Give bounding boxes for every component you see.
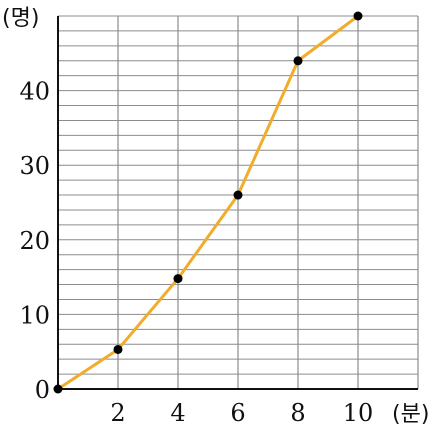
x-axis-unit-label: (분) — [392, 402, 429, 427]
y-axis-unit-label: (명) — [2, 6, 39, 31]
x-tick-label: 4 — [170, 399, 185, 427]
x-tick-label: 8 — [290, 399, 305, 427]
data-point — [113, 344, 123, 354]
x-tick-labels: 2 4 6 8 10 — [110, 399, 373, 427]
y-tick-labels: 0 10 20 30 40 — [19, 78, 50, 404]
data-point — [173, 274, 183, 284]
data-point — [293, 56, 303, 66]
data-point — [353, 11, 363, 21]
y-tick-label: 0 — [35, 376, 50, 404]
series-line — [56, 14, 360, 391]
data-point — [53, 384, 63, 394]
y-tick-label: 10 — [19, 301, 50, 329]
major-gridlines — [57, 16, 419, 389]
x-tick-label: 2 — [110, 399, 125, 427]
x-tick-label: 6 — [230, 399, 245, 427]
y-tick-label: 20 — [19, 227, 50, 255]
y-tick-label: 30 — [19, 152, 50, 180]
y-tick-label: 40 — [19, 78, 50, 106]
x-tick-label: 10 — [343, 399, 374, 427]
data-points — [53, 11, 363, 394]
data-point — [233, 190, 243, 200]
